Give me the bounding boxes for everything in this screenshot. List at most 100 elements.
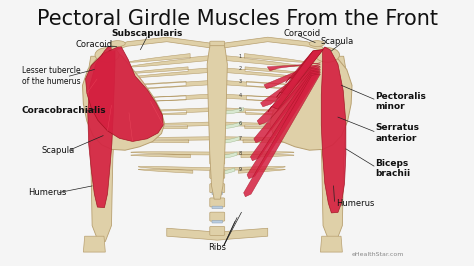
Text: Humerus: Humerus — [28, 188, 67, 197]
Polygon shape — [112, 37, 210, 51]
Polygon shape — [264, 64, 320, 89]
FancyBboxPatch shape — [212, 49, 222, 52]
Polygon shape — [217, 80, 311, 90]
FancyBboxPatch shape — [212, 92, 222, 95]
Polygon shape — [219, 108, 244, 114]
FancyBboxPatch shape — [210, 98, 225, 107]
FancyBboxPatch shape — [212, 163, 222, 166]
FancyBboxPatch shape — [212, 220, 222, 223]
Polygon shape — [82, 48, 164, 150]
FancyBboxPatch shape — [210, 70, 225, 79]
Text: Coracoid: Coracoid — [283, 29, 320, 38]
Text: Biceps
brachii: Biceps brachii — [375, 159, 410, 178]
Polygon shape — [276, 50, 323, 97]
FancyBboxPatch shape — [210, 169, 225, 178]
Polygon shape — [207, 46, 228, 199]
Text: Serratus
anterior: Serratus anterior — [375, 123, 419, 143]
Text: Coracobrachialis: Coracobrachialis — [22, 106, 107, 115]
Ellipse shape — [95, 48, 119, 62]
Polygon shape — [125, 137, 217, 143]
FancyBboxPatch shape — [210, 155, 225, 164]
Polygon shape — [268, 50, 323, 112]
Polygon shape — [247, 72, 320, 179]
FancyBboxPatch shape — [212, 135, 222, 138]
Ellipse shape — [315, 48, 339, 62]
Polygon shape — [218, 122, 241, 128]
Polygon shape — [88, 46, 115, 208]
Text: 5: 5 — [238, 107, 241, 112]
Polygon shape — [244, 74, 320, 197]
Text: Lesser tubercle
of the humerus: Lesser tubercle of the humerus — [22, 66, 81, 86]
Polygon shape — [83, 236, 105, 252]
Ellipse shape — [110, 41, 125, 47]
Text: Coracoid: Coracoid — [76, 40, 113, 49]
FancyBboxPatch shape — [210, 226, 225, 235]
Polygon shape — [86, 46, 163, 142]
FancyBboxPatch shape — [210, 212, 225, 221]
FancyBboxPatch shape — [210, 41, 225, 50]
Polygon shape — [320, 236, 342, 252]
Polygon shape — [321, 47, 346, 213]
Text: Ribs: Ribs — [208, 243, 226, 252]
Polygon shape — [257, 68, 320, 125]
Polygon shape — [261, 66, 320, 107]
Text: 8: 8 — [238, 151, 241, 156]
Polygon shape — [217, 94, 311, 103]
Polygon shape — [214, 168, 235, 174]
FancyBboxPatch shape — [212, 178, 222, 180]
Polygon shape — [319, 56, 347, 242]
Text: Pectoralis
minor: Pectoralis minor — [375, 92, 426, 111]
Polygon shape — [123, 67, 217, 78]
Polygon shape — [217, 137, 239, 143]
Text: eHealthStar.com: eHealthStar.com — [351, 252, 404, 257]
FancyBboxPatch shape — [210, 127, 225, 136]
FancyBboxPatch shape — [210, 55, 225, 64]
Polygon shape — [225, 37, 323, 51]
Text: 1: 1 — [238, 54, 241, 59]
Polygon shape — [250, 71, 320, 161]
Text: 6: 6 — [238, 121, 241, 126]
Text: 2: 2 — [238, 66, 241, 72]
FancyBboxPatch shape — [212, 106, 222, 109]
FancyBboxPatch shape — [212, 206, 222, 209]
Polygon shape — [217, 152, 294, 158]
Polygon shape — [267, 63, 320, 71]
Polygon shape — [217, 67, 307, 78]
FancyBboxPatch shape — [210, 84, 225, 93]
Polygon shape — [216, 152, 237, 158]
Polygon shape — [129, 54, 217, 67]
FancyBboxPatch shape — [212, 149, 222, 152]
Text: 7: 7 — [238, 136, 241, 141]
Polygon shape — [286, 50, 323, 83]
Text: 3: 3 — [238, 79, 241, 84]
FancyBboxPatch shape — [210, 113, 225, 121]
Polygon shape — [217, 54, 305, 67]
Polygon shape — [121, 122, 217, 129]
Polygon shape — [270, 48, 352, 150]
Text: 4: 4 — [238, 93, 241, 98]
Polygon shape — [254, 69, 320, 143]
FancyBboxPatch shape — [212, 78, 222, 81]
Text: Scapula: Scapula — [320, 37, 354, 46]
Ellipse shape — [309, 41, 325, 47]
Polygon shape — [138, 167, 217, 173]
FancyBboxPatch shape — [210, 141, 225, 150]
Polygon shape — [88, 56, 116, 242]
Polygon shape — [217, 122, 306, 129]
FancyBboxPatch shape — [212, 192, 222, 194]
Text: Scapula: Scapula — [42, 146, 75, 155]
Polygon shape — [116, 80, 217, 90]
Polygon shape — [217, 137, 301, 143]
Polygon shape — [116, 94, 217, 103]
FancyBboxPatch shape — [212, 120, 222, 123]
Polygon shape — [217, 108, 310, 115]
FancyBboxPatch shape — [212, 64, 222, 66]
Polygon shape — [118, 108, 217, 115]
FancyBboxPatch shape — [210, 184, 225, 193]
Polygon shape — [217, 167, 285, 173]
Polygon shape — [167, 228, 268, 240]
Text: 9: 9 — [238, 167, 241, 172]
Text: Subscapularis: Subscapularis — [111, 29, 182, 38]
Text: Humerus: Humerus — [336, 199, 374, 208]
Polygon shape — [131, 152, 217, 158]
